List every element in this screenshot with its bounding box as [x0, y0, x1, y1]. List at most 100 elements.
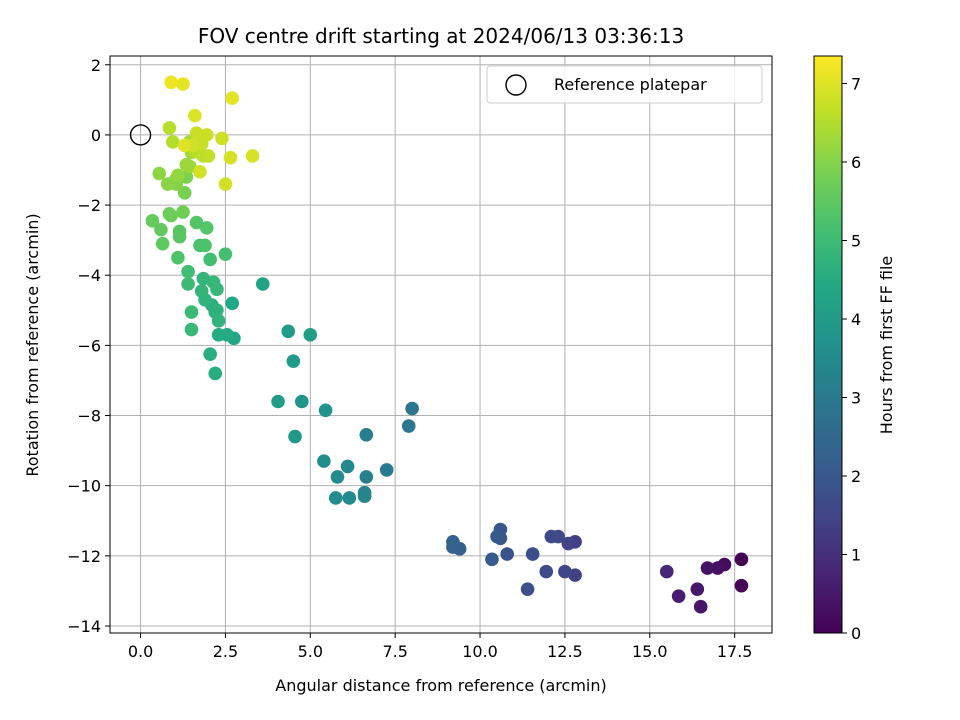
- data-point: [203, 252, 217, 267]
- y-tick-label: 2: [91, 56, 101, 75]
- colorbar-tick-label: 0: [851, 624, 861, 643]
- data-point: [184, 305, 199, 319]
- data-point: [255, 277, 270, 291]
- data-point: [446, 540, 460, 554]
- data-point: [539, 564, 554, 579]
- colorbar-tick-label: 3: [851, 388, 861, 407]
- data-point: [182, 159, 197, 174]
- data-point: [490, 529, 504, 544]
- data-point: [379, 463, 394, 477]
- data-point: [166, 135, 180, 149]
- x-tick-label: 10.0: [462, 642, 498, 661]
- y-tick-label: −14: [67, 617, 101, 636]
- reference-platepar-marker: [129, 124, 152, 146]
- legend-box: [486, 65, 763, 104]
- data-point: [223, 150, 238, 165]
- data-point: [152, 166, 167, 181]
- data-point: [281, 324, 296, 339]
- data-point: [525, 547, 540, 561]
- colorbar-tick-label: 2: [851, 467, 861, 486]
- data-point: [286, 354, 301, 368]
- data-point: [177, 138, 192, 153]
- colorbar-tick-label: 7: [851, 74, 861, 93]
- data-point: [189, 126, 204, 140]
- data-point: [199, 221, 214, 235]
- data-point: [561, 536, 576, 551]
- data-point: [184, 322, 199, 337]
- x-tick-label: 17.5: [717, 642, 753, 661]
- y-tick-label: −12: [67, 547, 101, 566]
- data-point: [208, 366, 223, 381]
- y-tick-label: −8: [77, 407, 101, 426]
- data-point: [671, 589, 686, 603]
- data-point: [154, 222, 168, 237]
- colorbar: 0 1 2 3 4 5 6 7 Hours from first FF file: [813, 55, 896, 643]
- reference-marker-layer: [129, 124, 152, 146]
- data-point: [155, 236, 170, 251]
- data-point: [225, 296, 240, 311]
- colorbar-ticks: 0 1 2 3 4 5 6 7: [842, 74, 861, 643]
- x-tick-label: 5.0: [298, 642, 323, 661]
- x-tick-label: 7.5: [382, 642, 407, 661]
- data-point: [188, 108, 202, 123]
- data-point: [544, 529, 559, 544]
- y-axis-label: Rotation from reference (arcmin): [23, 213, 42, 476]
- data-point: [201, 149, 216, 163]
- data-point: [193, 164, 207, 179]
- data-point: [160, 177, 175, 191]
- data-point: [194, 284, 209, 298]
- data-point: [181, 277, 195, 291]
- data-point: [181, 264, 195, 279]
- legend-entry-label: Reference platepar: [554, 75, 707, 94]
- data-point: [693, 599, 708, 614]
- data-point: [558, 564, 572, 579]
- x-tick-label: 12.5: [547, 642, 583, 661]
- data-point: [359, 470, 374, 484]
- data-point: [328, 491, 343, 505]
- y-tick-label: −4: [77, 266, 101, 285]
- data-point: [210, 303, 224, 318]
- legend: Reference platepar: [486, 65, 763, 104]
- y-tick-label: 0: [91, 126, 101, 145]
- x-axis-label: Angular distance from reference (arcmin): [275, 676, 606, 695]
- y-tick-label: −2: [77, 196, 101, 215]
- y-axis-ticks: 2 0 −2 −4 −6 −8 −10 −12 −14: [67, 56, 110, 636]
- x-tick-label: 15.0: [632, 642, 668, 661]
- colorbar-label: Hours from first FF file: [877, 256, 896, 435]
- data-point: [401, 419, 416, 433]
- scatter-points: [145, 75, 749, 614]
- data-point: [203, 347, 217, 361]
- data-point: [271, 394, 285, 409]
- data-point: [700, 561, 715, 575]
- data-point: [218, 247, 233, 261]
- x-axis-ticks: 0.0 2.5 5.0 7.5 10.0 12.5 15.0 17.5: [128, 633, 753, 661]
- colorbar-tick-label: 5: [851, 231, 861, 250]
- data-point: [176, 205, 190, 219]
- data-point: [295, 394, 309, 409]
- data-point: [210, 282, 224, 297]
- data-point: [171, 250, 185, 265]
- data-point: [164, 75, 178, 90]
- legend-reference-marker: [505, 74, 527, 96]
- data-point: [500, 547, 514, 561]
- data-point: [177, 185, 192, 200]
- colorbar-tick-label: 4: [851, 310, 861, 329]
- data-point: [176, 77, 190, 91]
- data-point: [215, 131, 229, 146]
- data-point: [162, 121, 177, 135]
- x-tick-label: 2.5: [213, 642, 238, 661]
- data-point: [520, 582, 535, 596]
- data-point: [357, 489, 372, 504]
- data-point: [211, 314, 226, 328]
- data-point: [485, 552, 499, 567]
- data-point: [342, 491, 357, 505]
- colorbar-tick-label: 6: [851, 153, 861, 172]
- data-point: [162, 207, 177, 221]
- data-point: [172, 224, 187, 239]
- data-point: [145, 214, 160, 228]
- data-point: [198, 238, 212, 253]
- y-tick-label: −6: [77, 336, 101, 355]
- data-point: [171, 168, 185, 183]
- x-tick-label: 0.0: [128, 642, 153, 661]
